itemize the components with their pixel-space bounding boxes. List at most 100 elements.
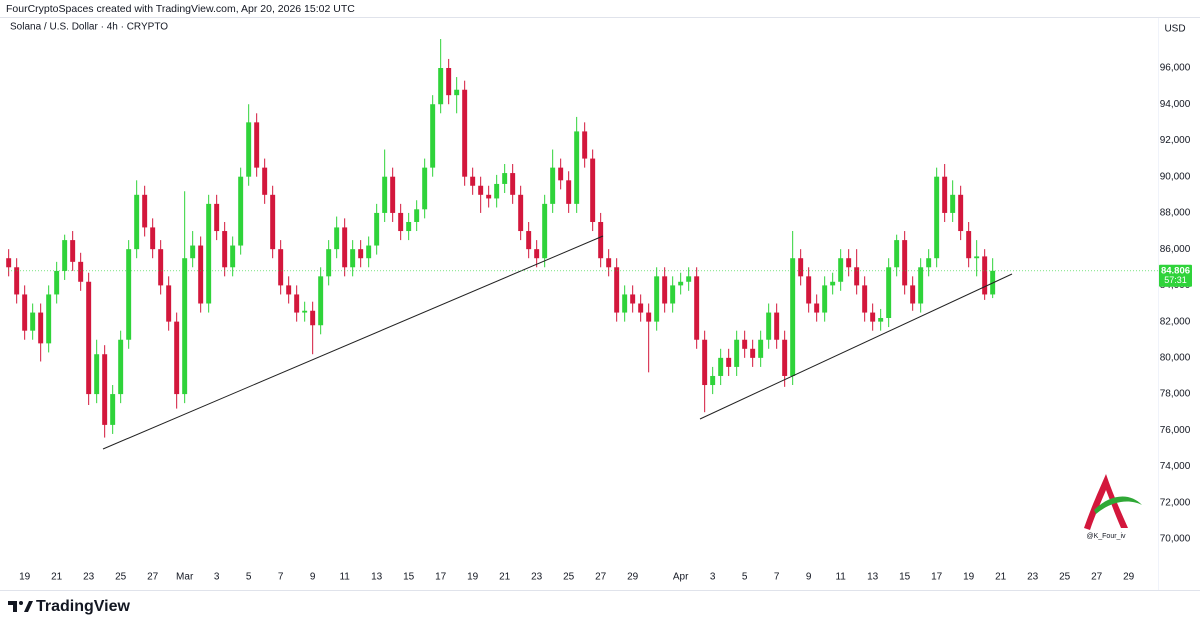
candle-body bbox=[118, 339, 124, 395]
candle-body bbox=[742, 339, 748, 349]
candle-body bbox=[454, 89, 460, 96]
candle-body bbox=[718, 357, 724, 376]
candle-body bbox=[62, 240, 68, 271]
y-tick-label: 92,000 bbox=[1160, 135, 1191, 146]
y-tick-label: 94,000 bbox=[1160, 99, 1191, 110]
y-tick-label: 82,000 bbox=[1160, 316, 1191, 327]
candle-body bbox=[982, 256, 988, 295]
x-tick-label: 21 bbox=[499, 572, 511, 583]
candle-body bbox=[542, 203, 548, 259]
candle-body bbox=[174, 321, 180, 395]
currency: USD bbox=[1164, 24, 1185, 35]
candle-body bbox=[78, 261, 84, 282]
candle-body bbox=[358, 249, 364, 259]
candle-body bbox=[630, 294, 636, 304]
y-tick-label: 88,000 bbox=[1160, 208, 1191, 219]
candle-body bbox=[822, 285, 828, 313]
candle-body bbox=[790, 258, 796, 376]
y-tick-label: 80,000 bbox=[1160, 352, 1191, 363]
x-tick-label: 17 bbox=[931, 572, 943, 583]
candle-body bbox=[782, 339, 788, 376]
x-tick-label: 23 bbox=[1027, 572, 1039, 583]
y-tick-label: 74,000 bbox=[1160, 461, 1191, 472]
x-tick-label: 19 bbox=[963, 572, 975, 583]
countdown: 57:31 bbox=[1164, 275, 1187, 285]
candle-body bbox=[582, 131, 588, 159]
candle-body bbox=[806, 276, 812, 304]
candle-body bbox=[86, 281, 92, 395]
candle-body bbox=[366, 245, 372, 259]
candle-body bbox=[942, 176, 948, 213]
candle-body bbox=[710, 375, 716, 386]
x-tick-label: Mar bbox=[176, 572, 194, 583]
candle-body bbox=[654, 276, 660, 322]
logo-dot bbox=[19, 601, 23, 605]
candle-body bbox=[134, 194, 140, 250]
last-price-label: 84.806 bbox=[1161, 265, 1190, 276]
candle-body bbox=[558, 167, 564, 181]
x-tick-label: 9 bbox=[310, 572, 316, 583]
candle-body bbox=[286, 285, 292, 295]
y-tick-label: 96,000 bbox=[1160, 63, 1191, 74]
candle-body bbox=[230, 245, 236, 268]
candle-body bbox=[830, 281, 836, 286]
candle-body bbox=[526, 231, 532, 250]
brand: TradingView bbox=[36, 598, 131, 615]
candle-body bbox=[606, 258, 612, 268]
candle-body bbox=[310, 310, 316, 326]
candle-body bbox=[550, 167, 556, 204]
candle-body bbox=[126, 249, 132, 340]
brand-logo: TradingView bbox=[8, 598, 131, 615]
trend-line bbox=[699, 273, 1013, 420]
candle-body bbox=[422, 167, 428, 210]
candle-body bbox=[598, 221, 604, 259]
candle-body bbox=[70, 240, 76, 262]
y-tick-label: 78,000 bbox=[1160, 389, 1191, 400]
trend-line bbox=[102, 235, 604, 450]
logo-swoosh bbox=[1094, 496, 1142, 514]
candle-body bbox=[390, 176, 396, 213]
candle-body bbox=[758, 339, 764, 358]
candle-body bbox=[814, 303, 820, 313]
y-tick-label: 76,000 bbox=[1160, 425, 1191, 436]
candle-body bbox=[470, 176, 476, 186]
candle-body bbox=[206, 203, 212, 304]
candle-body bbox=[462, 89, 468, 177]
candle-body bbox=[974, 256, 980, 259]
x-tick-label: 3 bbox=[214, 572, 220, 583]
x-tick-label: 15 bbox=[403, 572, 415, 583]
last-price-tag bbox=[1159, 264, 1192, 287]
x-tick-label: 23 bbox=[531, 572, 543, 583]
x-tick-label: 25 bbox=[1059, 572, 1071, 583]
candle-body bbox=[262, 167, 268, 195]
candle-body bbox=[878, 318, 884, 322]
candle-body bbox=[318, 276, 324, 326]
candle-body bbox=[726, 357, 732, 367]
candle-body bbox=[502, 173, 508, 184]
candle-body bbox=[382, 176, 388, 213]
candle-body bbox=[638, 303, 644, 313]
candle-body bbox=[534, 249, 540, 259]
y-tick-label: 70,000 bbox=[1160, 534, 1191, 545]
candle-body bbox=[246, 122, 252, 177]
candle-body bbox=[30, 312, 36, 331]
candle-body bbox=[222, 231, 228, 268]
candle-body bbox=[158, 249, 164, 286]
candle-body bbox=[110, 394, 116, 425]
candle-body bbox=[350, 249, 356, 268]
y-tick-label: 72,000 bbox=[1160, 497, 1191, 508]
candle-body bbox=[182, 258, 188, 395]
candle-body bbox=[910, 285, 916, 304]
x-tick-label: 19 bbox=[467, 572, 479, 583]
candle-body bbox=[406, 221, 412, 232]
candle-body bbox=[6, 258, 12, 268]
x-tick-label: 3 bbox=[710, 572, 716, 583]
x-tick-label: 21 bbox=[51, 572, 63, 583]
candle-body bbox=[862, 285, 868, 313]
x-tick-label: 17 bbox=[435, 572, 447, 583]
candle-body bbox=[334, 227, 340, 250]
x-tick-label: 15 bbox=[899, 572, 911, 583]
x-tick-label: 7 bbox=[278, 572, 284, 583]
